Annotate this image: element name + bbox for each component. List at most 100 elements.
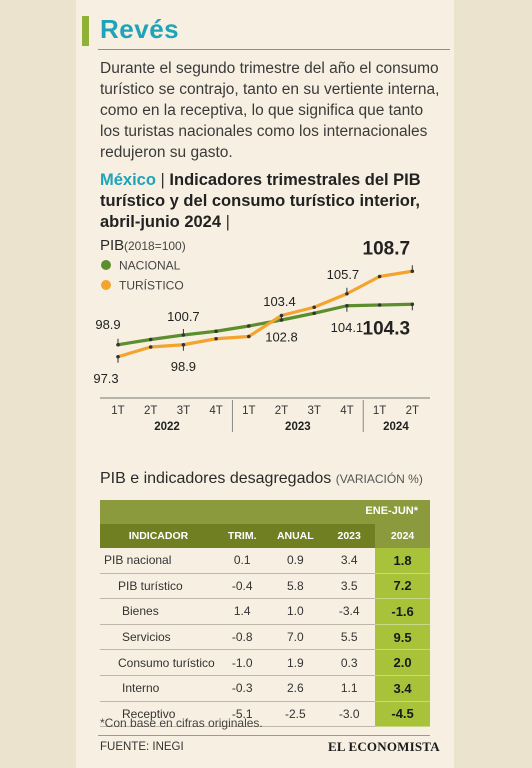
- cell-2023: 3.4: [323, 548, 376, 574]
- page-title: Revés: [100, 14, 180, 44]
- x-tick-label: 3T: [177, 405, 190, 417]
- cell-anual: 0.9: [267, 548, 324, 574]
- cell-2024: 9.5: [375, 624, 430, 651]
- cell-trim: -0.4: [216, 573, 268, 600]
- table-row: Receptivo -5.1 -2.5 -3.0 -4.5: [100, 701, 430, 728]
- cell-indicador: Receptivo: [100, 701, 217, 728]
- cell-trim: -0.3: [216, 675, 268, 702]
- legend: NACIONAL TURÍSTICO: [101, 259, 184, 293]
- x-tick-label: 2T: [144, 405, 157, 417]
- table-header-row: INDICADOR TRIM. ANUAL 2023 2024: [100, 524, 430, 548]
- cell-2024: 3.4: [375, 675, 430, 702]
- cell-anual: 5.8: [267, 573, 324, 600]
- footnote: *Con base en cifras originales.: [100, 716, 263, 730]
- cell-2024: 7.2: [375, 573, 430, 600]
- brand-logo: EL ECONOMISTA: [328, 739, 440, 754]
- cell-2024: -1.6: [375, 598, 430, 625]
- data-point-nacional: [148, 337, 153, 342]
- x-tick-label: 4T: [340, 405, 353, 417]
- cell-trim: 0.1: [216, 548, 268, 574]
- cell-anual: -2.5: [267, 701, 324, 728]
- table-group-header: ENE-JUN*: [100, 500, 430, 524]
- data-label-turistico: 97.3: [93, 371, 118, 386]
- x-tick-label: 4T: [209, 405, 222, 417]
- data-label-nacional: 98.9: [95, 317, 120, 332]
- data-label-turistico: 98.9: [171, 359, 196, 374]
- legend-label-turistico: TURÍSTICO: [119, 278, 184, 293]
- cell-anual: 1.0: [267, 598, 324, 625]
- cell-indicador: Consumo turístico: [100, 649, 217, 676]
- x-tick-label: 2T: [275, 405, 288, 417]
- legend-swatch-nacional: [101, 260, 111, 270]
- table-row: Bienes 1.4 1.0 -3.4 -1.6: [100, 598, 430, 625]
- x-axis: 1T 2T 3T 4T 1T 2T 3T 4T 1T 2T 2022 2023 2024: [100, 397, 430, 433]
- data-point-nacional: [377, 303, 382, 307]
- data-label-turistico: 108.7: [363, 238, 411, 259]
- data-point-turistico: [312, 305, 317, 310]
- data-point-turistico: [214, 336, 218, 341]
- table-group-label: ENE-JUN*: [365, 505, 418, 517]
- cell-indicador: PIB nacional: [100, 548, 217, 574]
- data-label-nacional: 103.4: [263, 294, 296, 309]
- table-row: Interno -0.3 2.6 1.1 3.4: [100, 675, 430, 702]
- table-row: Servicios -0.8 7.0 5.5 9.5: [100, 624, 430, 651]
- table-unit: (VARIACIÓN %): [335, 472, 423, 486]
- chart-title-block: México | Indicadores trimestrales del PI…: [100, 170, 445, 233]
- x-year-label: 2024: [383, 421, 409, 433]
- data-point-turistico: [377, 274, 382, 279]
- source-text: FUENTE: INEGI: [100, 741, 184, 753]
- col-header-anual: ANUAL: [267, 524, 324, 548]
- series-line-turistico: [117, 269, 413, 359]
- title-separator: |: [160, 171, 165, 189]
- col-header-trim: TRIM.: [216, 524, 268, 548]
- cell-2023: -3.4: [323, 598, 376, 625]
- chart-country: México: [100, 171, 156, 189]
- title-accent-bar: [82, 16, 89, 46]
- cell-trim: 1.4: [216, 598, 268, 625]
- cell-2023: -3.0: [323, 701, 376, 728]
- cell-2023: 1.1: [323, 675, 376, 702]
- cell-trim: -1.0: [216, 649, 268, 676]
- cell-2023: 3.5: [323, 573, 376, 600]
- chart-title: Indicadores trimestrales del PIB turísti…: [100, 171, 421, 231]
- data-label-nacional: 104.1: [331, 320, 364, 335]
- table-title: PIB e indicadores desagregados: [100, 470, 332, 487]
- data-point-turistico: [247, 334, 251, 339]
- line-chart: PIB (2018=100) NACIONAL TURÍSTICO 98.9 10…: [93, 237, 430, 433]
- table-title-block: PIB e indicadores desagregados (VARIACIÓ…: [100, 470, 423, 488]
- title-divider: [98, 49, 450, 50]
- legend-swatch-turistico: [101, 280, 111, 290]
- x-tick-label: 1T: [242, 405, 255, 417]
- data-point-nacional: [312, 311, 317, 316]
- x-tick-label: 3T: [307, 405, 320, 417]
- cell-anual: 2.6: [267, 675, 324, 702]
- cell-indicador: Bienes: [100, 598, 217, 625]
- x-year-label: 2023: [285, 421, 311, 433]
- legend-label-nacional: NACIONAL: [119, 259, 181, 273]
- y-axis-unit: (2018=100): [124, 239, 186, 253]
- plot-area: 98.9 100.7 103.4 104.1 104.3 97.3 98.9 102.8 105…: [93, 238, 415, 386]
- table-row: PIB nacional 0.1 0.9 3.4 1.8: [100, 548, 430, 574]
- col-header-2023: 2023: [323, 524, 376, 548]
- data-point-nacional: [247, 324, 251, 328]
- cell-2024: 1.8: [375, 548, 430, 574]
- cell-indicador: Interno: [100, 675, 217, 702]
- x-tick-label: 1T: [373, 405, 386, 417]
- footer-divider: [98, 735, 430, 736]
- data-point-nacional: [214, 329, 218, 334]
- cell-2024: 2.0: [375, 649, 430, 676]
- data-point-turistico: [148, 345, 153, 349]
- cell-anual: 1.9: [267, 649, 324, 676]
- intro-text: Durante el segundo trimestre del año el …: [100, 60, 440, 161]
- cell-2023: 5.5: [323, 624, 376, 651]
- col-header-2024: 2024: [375, 524, 430, 548]
- series-line-nacional: [117, 302, 413, 347]
- col-header-indicador: INDICADOR: [100, 524, 217, 548]
- cell-2024: -4.5: [375, 701, 430, 728]
- data-label-nacional: 104.3: [363, 318, 411, 339]
- indicators-table: INDICADOR TRIM. ANUAL 2023 2024 PIB naci…: [100, 524, 430, 728]
- data-label-nacional: 100.7: [167, 309, 200, 324]
- data-label-turistico: 102.8: [265, 330, 298, 345]
- cell-2023: 0.3: [323, 649, 376, 676]
- data-label-turistico: 105.7: [327, 267, 360, 282]
